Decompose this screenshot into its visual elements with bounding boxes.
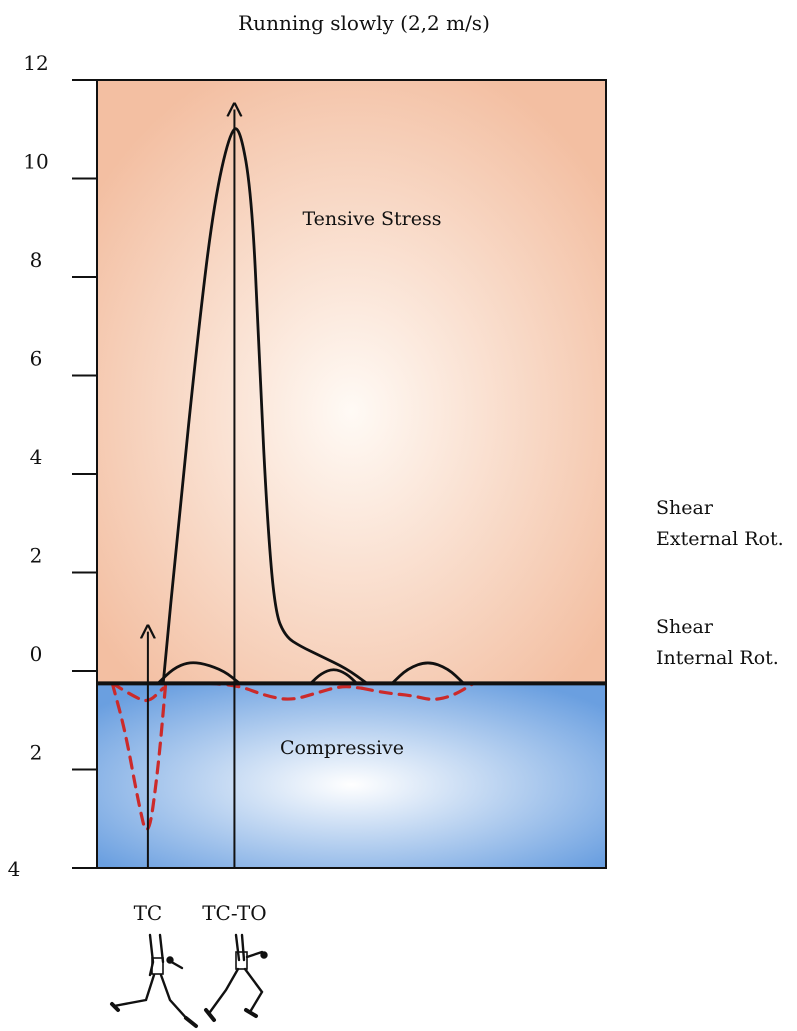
compression-region bbox=[97, 683, 606, 868]
y-tick-label: 0 bbox=[30, 642, 43, 666]
y-tick-label: 4 bbox=[8, 857, 21, 881]
internal-rotation-label: Shear Internal Rot. bbox=[656, 616, 779, 669]
tension-label: Tensive Stress bbox=[302, 208, 441, 230]
y-tick-label: 2 bbox=[30, 741, 43, 765]
y-tick-label: 8 bbox=[30, 248, 43, 272]
external-label-line-2: External Rot. bbox=[656, 528, 784, 550]
dashed-series-6 bbox=[207, 681, 364, 701]
internal-label-line-1: Shear bbox=[656, 616, 714, 638]
event-label-0: TC bbox=[134, 901, 163, 925]
series-group bbox=[97, 127, 606, 832]
runner-figure-tc bbox=[110, 933, 198, 1028]
y-tick-label: 10 bbox=[23, 150, 48, 174]
y-tick-label: 6 bbox=[30, 347, 43, 371]
runner-figure-tc-to bbox=[204, 933, 268, 1022]
y-tick-label: 2 bbox=[30, 544, 43, 568]
solid-series-1 bbox=[156, 661, 241, 685]
external-rotation-label: Shear External Rot. bbox=[656, 497, 784, 550]
compression-label: Compressive bbox=[280, 737, 404, 759]
y-tick-label: 4 bbox=[30, 445, 43, 469]
internal-label-line-2: Internal Rot. bbox=[656, 647, 779, 669]
chart-title: Running slowly (2,2 m/s) bbox=[238, 11, 490, 35]
solid-series-0 bbox=[161, 127, 369, 685]
tension-region bbox=[97, 80, 606, 683]
event-markers: TC TC-TO bbox=[134, 110, 267, 925]
dashed-series-7 bbox=[360, 681, 476, 701]
solid-series-3 bbox=[390, 661, 465, 685]
event-label-1: TC-TO bbox=[202, 901, 266, 925]
y-axis: 12 10 8 6 4 2 0 2 4 bbox=[8, 51, 97, 881]
external-label-line-1: Shear bbox=[656, 497, 714, 519]
dashed-series-4 bbox=[110, 681, 168, 832]
y-tick-label: 12 bbox=[23, 51, 48, 75]
solid-series-2 bbox=[309, 668, 358, 685]
